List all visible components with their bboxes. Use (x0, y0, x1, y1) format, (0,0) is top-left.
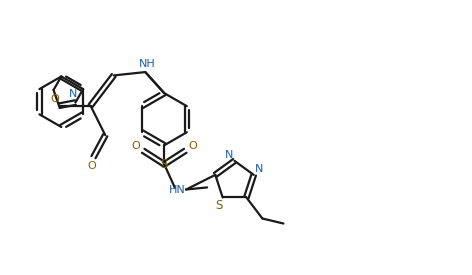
Text: O: O (131, 141, 140, 151)
Text: N: N (69, 89, 77, 99)
Text: HN: HN (169, 185, 185, 194)
Text: S: S (160, 158, 168, 171)
Text: O: O (87, 161, 96, 171)
Text: N: N (225, 150, 234, 160)
Text: N: N (254, 164, 263, 174)
Text: S: S (216, 199, 223, 212)
Text: O: O (188, 141, 197, 151)
Text: O: O (50, 94, 59, 104)
Text: NH: NH (139, 59, 156, 69)
